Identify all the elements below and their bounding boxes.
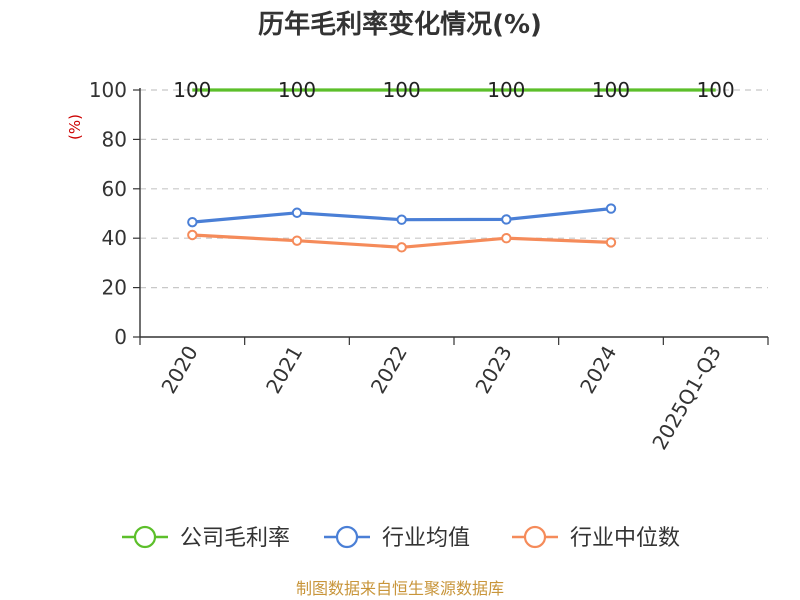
legend: 公司毛利率 行业均值 行业中位数 — [122, 525, 680, 551]
y-tick-labels: 0 20 40 60 80 100 — [89, 78, 127, 349]
x-tick-label: 2025Q1-Q3 — [647, 342, 726, 454]
y-tick-label: 80 — [102, 127, 127, 151]
data-point — [501, 214, 512, 225]
data-point — [187, 216, 198, 228]
data-point — [501, 233, 512, 244]
x-tick-label: 2023 — [470, 342, 516, 398]
data-labels: 100 100 100 100 100 100 — [173, 78, 735, 102]
y-axis-label: (%) — [66, 114, 84, 140]
data-label: 100 — [487, 78, 525, 102]
series-group — [187, 88, 716, 253]
data-point — [605, 203, 617, 214]
legend-label: 行业中位数 — [570, 526, 680, 551]
y-tick-label: 20 — [102, 276, 127, 300]
y-tick-label: 40 — [102, 226, 127, 250]
data-point — [605, 237, 617, 248]
source-note: 制图数据来自恒生聚源数据库 — [296, 579, 504, 598]
data-label: 100 — [383, 78, 421, 102]
axes — [133, 88, 769, 345]
data-point — [396, 214, 407, 225]
x-tick-label: 2022 — [366, 342, 412, 398]
data-point — [291, 235, 303, 246]
data-label: 100 — [697, 78, 735, 102]
legend-label: 公司毛利率 — [180, 526, 290, 551]
data-label: 100 — [278, 78, 316, 102]
data-label: 100 — [173, 78, 211, 102]
grid-lines — [140, 89, 768, 289]
legend-marker — [523, 525, 547, 549]
data-point — [396, 242, 407, 253]
x-tick-label: 2021 — [261, 342, 307, 398]
y-tick-label: 100 — [89, 78, 127, 102]
data-point — [291, 207, 303, 218]
x-tick-labels: 2020 2021 2022 2023 2024 2025Q1-Q3 — [156, 342, 726, 454]
y-tick-label: 60 — [102, 177, 127, 201]
data-label: 100 — [592, 78, 630, 102]
data-point — [187, 229, 198, 241]
y-tick-label: 0 — [114, 325, 127, 349]
chart-title: 历年毛利率变化情况(%) — [258, 9, 542, 40]
legend-marker — [335, 525, 359, 549]
legend-label: 行业均值 — [382, 526, 470, 551]
legend-marker — [133, 525, 157, 549]
x-tick-label: 2020 — [156, 342, 202, 398]
x-tick-label: 2024 — [575, 342, 621, 398]
